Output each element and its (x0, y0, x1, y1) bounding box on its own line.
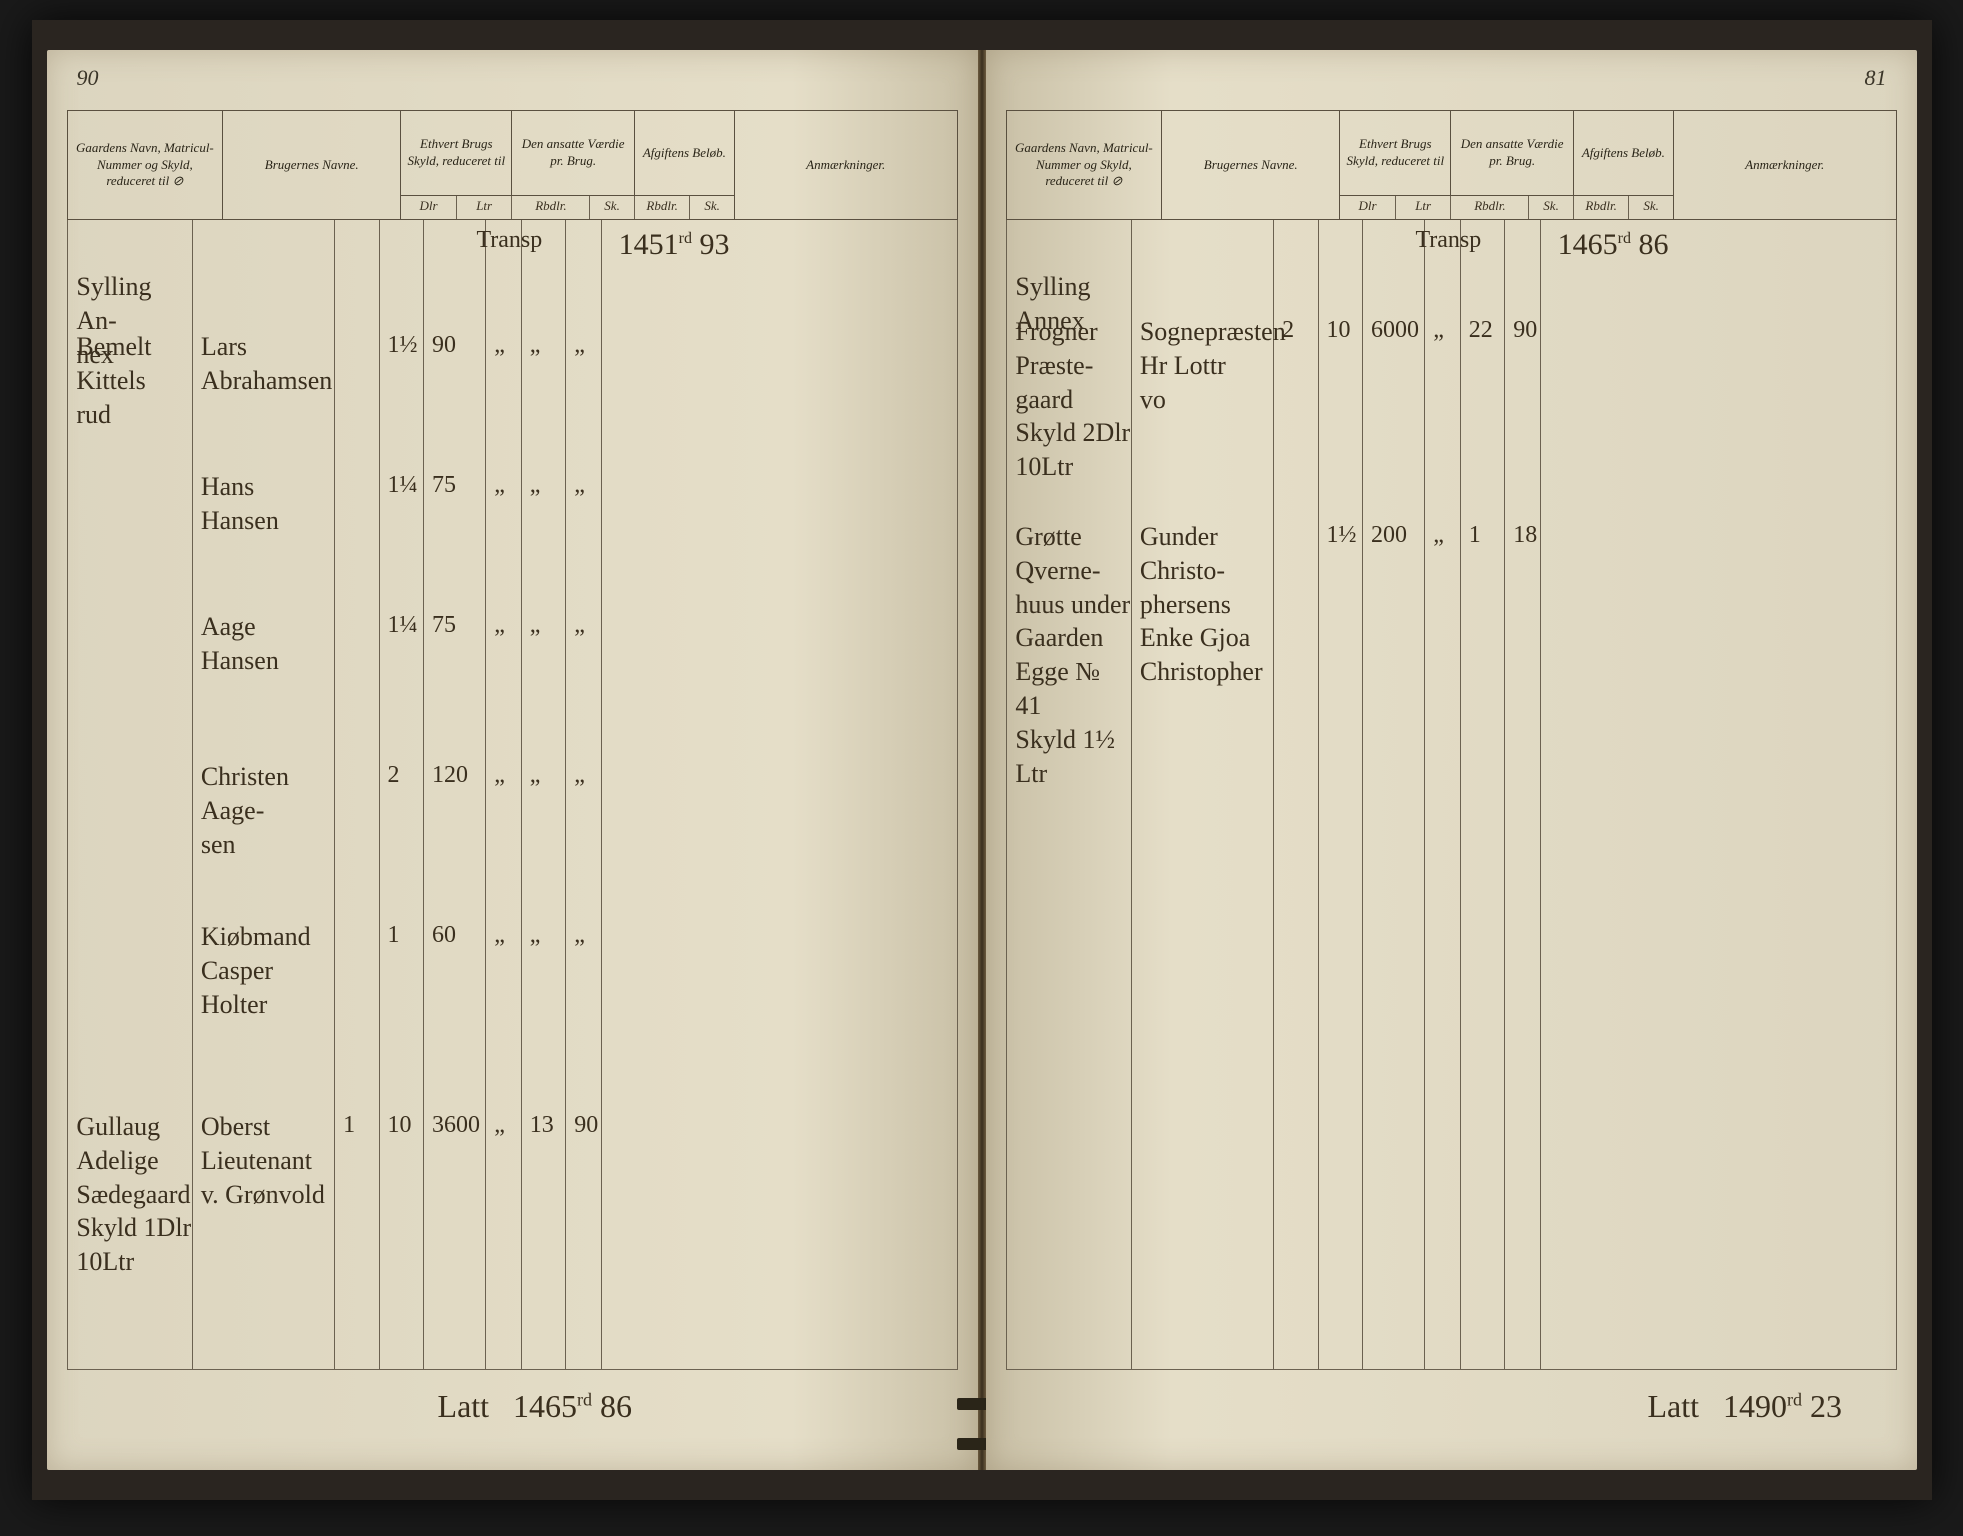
ledger-cell-bruger: Sognepræsten Hr Lottr vo (1140, 315, 1273, 416)
left-page: 90 Gaardens Navn, Matricul-Nummer og Sky… (47, 50, 978, 1470)
header-anm: Anmærkninger. (734, 111, 957, 220)
sub-a: Dlr (401, 196, 457, 220)
ledger-cell-b: 10 (1327, 315, 1351, 346)
ledger-cell-b: 1½ (388, 330, 418, 361)
header-afgift: Afgiftens Beløb. (1573, 111, 1673, 196)
ledger-cell-s2: „ (574, 760, 585, 791)
ledger-cell-bruger: Kiøbmand Casper Holter (201, 920, 334, 1021)
ledger-cell-af: 1 (1469, 520, 1481, 551)
right-page: 81 Gaardens Navn, Matricul-Nummer og Sky… (986, 50, 1917, 1470)
sub-rbdlr: Rbdlr. (1451, 196, 1529, 220)
ledger-header-right: Gaardens Navn, Matricul-Nummer og Skyld,… (1006, 110, 1897, 220)
ledger-cell-s1: „ (494, 330, 505, 361)
ledger-cell-bruger: Christen Aage- sen (201, 760, 334, 861)
ledger-cell-b: 1¼ (388, 610, 418, 641)
ledger-cell-v: 90 (432, 330, 456, 361)
ledger-cell-v: 3600 (432, 1110, 480, 1141)
sub-rbdlr2: Rbdlr. (634, 196, 690, 220)
ledger-cell-b: 10 (388, 1110, 412, 1141)
header-gaard: Gaardens Navn, Matricul-Nummer og Skyld,… (1006, 111, 1162, 220)
ledger-cell-af: „ (530, 760, 541, 791)
sub-b: Ltr (456, 196, 512, 220)
ledger-cell-s1: „ (494, 760, 505, 791)
sub-a: Dlr (1340, 196, 1396, 220)
ledger-cell-gaard: Frogner Præste- gaard Skyld 2Dlr 10Ltr (1015, 315, 1131, 484)
ledger-cell-a: 2 (1282, 315, 1294, 346)
ledger-cell-bruger: Gunder Christo- phersens Enke Gjoa Chris… (1140, 520, 1273, 689)
header-skyld: Ethvert Brugs Skyld, reduceret til (401, 111, 512, 196)
ledger-cell-s2: 90 (1513, 315, 1537, 346)
ledger-book: 90 Gaardens Navn, Matricul-Nummer og Sky… (32, 20, 1932, 1500)
ledger-cell-af: „ (530, 470, 541, 501)
ledger-cell-b: 1½ (1327, 520, 1357, 551)
ledger-cell-gaard: Gullaug Adelige Sædegaard Skyld 1Dlr 10L… (76, 1110, 192, 1279)
ledger-cell-b: 1 (388, 920, 400, 951)
sub-b: Ltr (1395, 196, 1451, 220)
ledger-cell-s2: 90 (574, 1110, 598, 1141)
ledger-body-right: Transp 1465rd 86 Sylling AnnexFrogner Pr… (1006, 220, 1897, 1370)
ledger-cell-s1: „ (1433, 315, 1444, 346)
header-anm: Anmærkninger. (1673, 111, 1896, 220)
ledger-cell-s2: „ (574, 330, 585, 361)
header-skyld: Ethvert Brugs Skyld, reduceret til (1340, 111, 1451, 196)
ledger-cell-bruger: Lars Abrahamsen (201, 330, 334, 398)
header-bruger: Brugernes Navne. (1162, 111, 1340, 220)
sub-sk2: Sk. (690, 196, 734, 220)
sub-sk2: Sk. (1629, 196, 1673, 220)
ledger-cell-s2: „ (574, 470, 585, 501)
ledger-cell-s1: „ (494, 1110, 505, 1141)
ledger-cell-af: 22 (1469, 315, 1493, 346)
ledger-cell-af: „ (530, 920, 541, 951)
ledger-cell-s2: 18 (1513, 520, 1537, 551)
ledger-cell-s1: „ (1433, 520, 1444, 551)
sub-sk1: Sk. (590, 196, 634, 220)
header-afgift: Afgiftens Beløb. (634, 111, 734, 196)
ledger-cell-gaard: Grøtte Qverne- huus under Gaarden Egge №… (1015, 520, 1131, 790)
ledger-cell-s1: „ (494, 610, 505, 641)
ledger-header-left: Gaardens Navn, Matricul-Nummer og Skyld,… (67, 110, 958, 220)
footer-right: Latt 1490rd 23 (1648, 1388, 1843, 1425)
ledger-cell-bruger: Hans Hansen (201, 470, 334, 538)
ledger-cell-a: 1 (343, 1110, 355, 1141)
ledger-cell-s2: „ (574, 920, 585, 951)
ledger-cell-v: 75 (432, 610, 456, 641)
header-vaerdie: Den ansatte Værdie pr. Brug. (512, 111, 634, 196)
ledger-cell-v: 6000 (1371, 315, 1419, 346)
ledger-cell-gaard: Bemelt Kittels rud (76, 330, 192, 431)
sub-rbdlr: Rbdlr. (512, 196, 590, 220)
ledger-cell-v: 120 (432, 760, 468, 791)
page-number-right: 81 (1865, 65, 1887, 91)
header-gaard: Gaardens Navn, Matricul-Nummer og Skyld,… (67, 111, 223, 220)
page-number-left: 90 (77, 65, 99, 91)
header-bruger: Brugernes Navne. (223, 111, 401, 220)
ledger-cell-bruger: Aage Hansen (201, 610, 334, 678)
ledger-cell-af: „ (530, 330, 541, 361)
header-vaerdie: Den ansatte Værdie pr. Brug. (1451, 111, 1573, 196)
ledger-cell-s1: „ (494, 470, 505, 501)
carry-label-right: Transp (1415, 225, 1481, 256)
footer-left: Latt 1465rd 86 (438, 1388, 633, 1425)
ledger-cell-b: 2 (388, 760, 400, 791)
ledger-cell-v: 75 (432, 470, 456, 501)
ledger-body-left: Transp 1451rd 93 Sylling An- nexBemelt K… (67, 220, 958, 1370)
book-spine (978, 50, 986, 1470)
carry-label-left: Transp (476, 225, 542, 256)
ledger-cell-s1: „ (494, 920, 505, 951)
ledger-cell-b: 1¼ (388, 470, 418, 501)
ledger-cell-af: 13 (530, 1110, 554, 1141)
sub-rbdlr2: Rbdlr. (1573, 196, 1629, 220)
ledger-cell-v: 200 (1371, 520, 1407, 551)
ledger-cell-v: 60 (432, 920, 456, 951)
ledger-cell-af: „ (530, 610, 541, 641)
carry-amount-right: 1465rd 86 (1558, 225, 1669, 264)
ledger-cell-s2: „ (574, 610, 585, 641)
ledger-cell-bruger: Oberst Lieutenant v. Grønvold (201, 1110, 334, 1211)
sub-sk1: Sk. (1529, 196, 1573, 220)
carry-amount-left: 1451rd 93 (619, 225, 730, 264)
